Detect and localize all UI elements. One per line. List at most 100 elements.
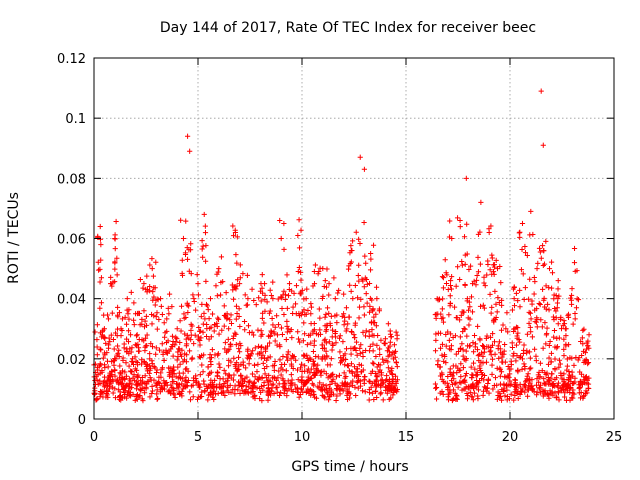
data-point: [180, 386, 186, 392]
data-point: [504, 397, 510, 403]
data-point: [445, 329, 451, 335]
data-point: [435, 330, 441, 336]
data-point: [142, 318, 148, 324]
data-point: [331, 275, 337, 281]
data-point: [542, 370, 548, 376]
data-point: [534, 265, 540, 272]
data-point: [389, 352, 395, 358]
data-point: [447, 278, 454, 284]
data-point: [267, 308, 273, 314]
data-point: [169, 368, 175, 374]
data-point: [341, 291, 347, 297]
data-point: [208, 361, 214, 368]
data-point: [105, 388, 111, 395]
data-point: [251, 393, 258, 399]
data-point: [526, 309, 532, 316]
data-point: [234, 368, 240, 374]
data-point: [370, 242, 377, 248]
data-point: [230, 296, 237, 302]
data-point: [504, 310, 510, 316]
data-point: [389, 365, 395, 371]
data-point: [110, 390, 116, 396]
data-point: [367, 343, 373, 349]
data-point: [511, 326, 517, 332]
data-point: [489, 271, 495, 277]
data-point: [254, 369, 260, 375]
data-point: [227, 341, 233, 348]
data-point: [507, 378, 513, 384]
data-point: [379, 377, 385, 383]
data-point: [99, 367, 105, 374]
data-point: [329, 327, 336, 333]
data-point: [477, 303, 484, 309]
data-point: [310, 330, 316, 336]
data-point: [183, 384, 189, 390]
data-point: [159, 365, 166, 371]
data-point: [537, 301, 543, 308]
data-point: [215, 370, 221, 376]
data-point: [323, 284, 330, 290]
data-point: [519, 246, 525, 253]
data-point: [133, 358, 139, 364]
data-point: [524, 393, 531, 399]
data-point: [211, 321, 218, 328]
data-point: [154, 396, 160, 402]
data-point: [463, 175, 469, 181]
data-point: [296, 245, 303, 251]
y-tick-label: 0.06: [57, 233, 86, 248]
data-point: [453, 392, 460, 398]
data-point: [517, 234, 523, 241]
data-point: [148, 340, 154, 347]
data-point: [571, 391, 577, 397]
data-point: [528, 329, 534, 335]
data-point: [199, 301, 205, 307]
data-point: [106, 386, 113, 392]
data-point: [97, 370, 103, 376]
data-point: [185, 368, 191, 374]
data-point: [539, 324, 545, 330]
data-point: [118, 333, 124, 339]
data-point: [277, 357, 283, 363]
data-point: [193, 307, 199, 313]
data-point: [166, 388, 172, 394]
data-point: [509, 340, 515, 346]
data-point: [156, 374, 162, 380]
data-point: [581, 359, 587, 366]
data-point: [98, 391, 104, 397]
data-point: [352, 322, 358, 328]
data-point: [577, 378, 583, 384]
data-point: [368, 384, 374, 390]
data-point: [108, 332, 114, 338]
data-point: [310, 348, 317, 355]
data-point: [346, 395, 353, 401]
data-point: [484, 272, 490, 278]
data-point: [517, 339, 523, 345]
data-point: [141, 390, 148, 396]
data-point: [293, 282, 300, 289]
data-point: [364, 300, 370, 306]
data-point: [453, 380, 459, 386]
data-point: [453, 395, 459, 401]
data-point: [317, 315, 323, 321]
data-point: [521, 342, 527, 348]
data-point: [112, 386, 118, 392]
data-point: [304, 379, 310, 386]
data-point: [287, 328, 293, 335]
data-point: [154, 391, 160, 397]
data-point: [147, 375, 153, 381]
data-point: [564, 356, 570, 362]
data-point: [114, 272, 120, 278]
data-point: [235, 277, 241, 283]
data-point: [529, 334, 536, 340]
data-point: [228, 312, 234, 318]
data-point: [362, 253, 368, 259]
data-point: [466, 266, 472, 273]
data-point: [462, 261, 468, 267]
data-point: [514, 335, 520, 341]
data-point: [389, 371, 396, 378]
data-point: [332, 334, 339, 340]
data-point: [377, 391, 383, 397]
data-point: [112, 367, 118, 373]
data-point: [155, 379, 162, 385]
data-point: [354, 366, 361, 372]
